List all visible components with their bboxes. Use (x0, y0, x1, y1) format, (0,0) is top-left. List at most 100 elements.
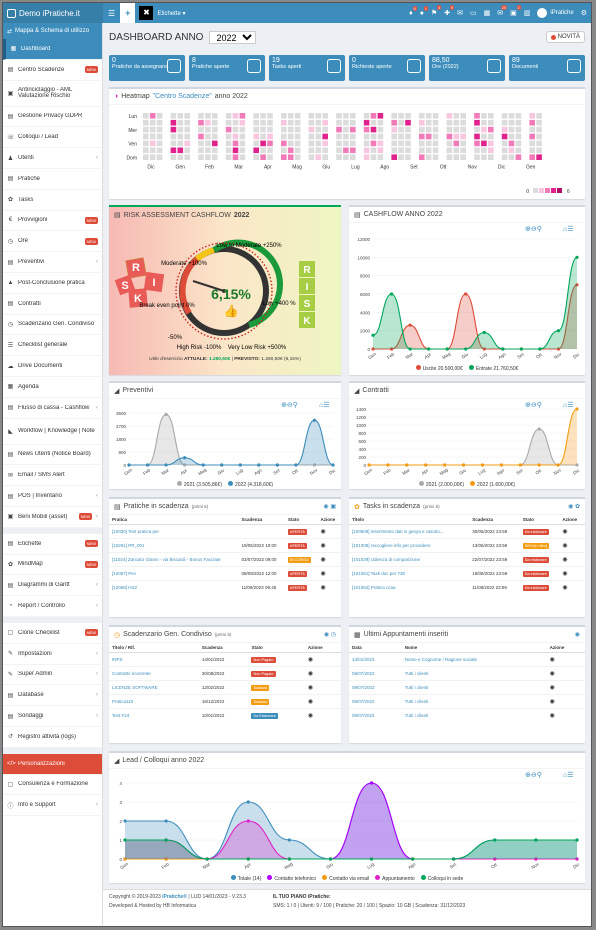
row-link[interactable]: 09/07/2022 (349, 666, 402, 681)
heatmap-cell[interactable] (294, 126, 301, 133)
heatmap-cell[interactable] (198, 119, 204, 126)
heatmap-cell[interactable] (536, 113, 542, 119)
heatmap-cell[interactable] (156, 154, 163, 160)
heatmap-cell[interactable] (432, 147, 439, 154)
sidebar-item-workflow-knowledge-note[interactable]: ◣ Workflow | Knowledge | Note (3, 419, 102, 445)
heatmap-cell[interactable] (405, 126, 411, 133)
chart-point[interactable] (445, 347, 449, 351)
heatmap-cell[interactable] (481, 113, 487, 119)
legend-item[interactable]: Appuntamento (375, 875, 415, 882)
heatmap-cell[interactable] (177, 119, 184, 126)
chart-zoom-tools-icon[interactable]: ⊕⊖⚲ (525, 401, 542, 409)
chart-point[interactable] (312, 418, 317, 422)
chart-point[interactable] (482, 347, 486, 351)
sidebar-item-consulenza-e-formazione[interactable]: ▢ Consulenza e Formazione (3, 775, 102, 796)
sidebar-item-ore[interactable]: ◷ Ore NEW (3, 231, 102, 253)
chart-point[interactable] (464, 292, 468, 296)
chart-point[interactable] (575, 857, 579, 861)
heatmap-cell[interactable] (184, 119, 190, 126)
heatmap-cell[interactable] (529, 113, 535, 119)
heatmap-cell[interactable] (419, 154, 425, 160)
heatmap-cell[interactable] (453, 119, 460, 126)
view-eye-icon[interactable]: ◉ (320, 529, 326, 535)
heatmap-cell[interactable] (432, 113, 439, 119)
chart-point[interactable] (201, 463, 205, 467)
heatmap-cell[interactable] (515, 140, 522, 147)
chart-point[interactable] (123, 838, 127, 842)
notify-icon[interactable]: ♦ 8 (409, 5, 417, 17)
view-eye-icon[interactable]: ◉ (307, 685, 314, 691)
heatmap-cell[interactable] (343, 140, 349, 147)
kpi-card-ore-2022[interactable]: 88,50 Ore (2022) (429, 55, 505, 81)
row-link[interactable]: [101061] Task doc per 730 (349, 566, 470, 581)
heatmap-cell[interactable] (253, 147, 259, 154)
heatmap-cell[interactable] (198, 154, 204, 160)
chart-icon[interactable]: ▥ (524, 9, 531, 17)
heatmap-cell[interactable] (308, 154, 315, 160)
heatmap-cell[interactable] (205, 113, 211, 119)
heatmap-cell[interactable] (488, 154, 494, 160)
heatmap-cell[interactable] (212, 113, 218, 119)
heatmap-cell[interactable] (308, 147, 315, 154)
row-link[interactable]: [101039] Udienza di comparizione (349, 552, 470, 567)
heatmap-cell[interactable] (287, 140, 294, 147)
heatmap-cell[interactable] (363, 140, 370, 147)
heatmap-cell[interactable] (149, 140, 156, 147)
heatmap-cell[interactable] (474, 133, 480, 140)
view-eye-icon[interactable]: ◉ (549, 685, 555, 691)
heatmap-cell[interactable] (232, 133, 239, 140)
chart-point[interactable] (408, 347, 412, 351)
heatmap-cell[interactable] (294, 119, 301, 126)
heatmap-cell[interactable] (143, 119, 149, 126)
view-eye-icon[interactable]: ◉ (307, 699, 314, 705)
chart-menu-icon[interactable]: ⌂☰ (319, 402, 330, 409)
chart-point[interactable] (164, 819, 168, 823)
heatmap-cell[interactable] (432, 140, 439, 147)
chart-point[interactable] (257, 463, 261, 467)
row-link[interactable]: [10030] Test pratica per (109, 524, 239, 539)
heatmap-cell[interactable] (177, 126, 184, 133)
heatmap-cell[interactable] (225, 154, 232, 160)
heatmap-cell[interactable] (177, 154, 184, 160)
heatmap-cell[interactable] (177, 113, 184, 119)
heatmap-cell[interactable] (143, 140, 149, 147)
heatmap-cell[interactable] (515, 133, 522, 140)
chart-zoom-tools-icon[interactable]: ⊕⊖⚲ (525, 225, 542, 233)
sidebar-item-colloqui-lead[interactable]: ☏ Colloqui / Lead (3, 127, 102, 149)
view-eye-icon[interactable]: ◉ (307, 657, 314, 663)
sidebar-item-email-sms-alert[interactable]: ✉ Email / SMS Alert (3, 465, 102, 487)
heatmap-cell[interactable] (212, 154, 218, 160)
heatmap-cell[interactable] (432, 126, 439, 133)
view-eye-icon[interactable]: ◉ (549, 713, 555, 719)
view-eye-icon[interactable]: ◉ (320, 557, 326, 563)
sidebar-item-beni-mobili-asset[interactable]: ▣ Beni Mobili (asset) NEW ‹ (3, 507, 102, 528)
heatmap-cell[interactable] (294, 140, 301, 147)
heatmap-cell[interactable] (170, 126, 177, 133)
heatmap-cell[interactable] (336, 147, 342, 154)
heatmap-cell[interactable] (446, 154, 453, 160)
heatmap-cell[interactable] (198, 140, 204, 147)
chart-point[interactable] (386, 463, 390, 467)
heatmap-cell[interactable] (488, 113, 494, 119)
heatmap-cell[interactable] (177, 133, 184, 140)
row-link[interactable]: [12068] HS2 (109, 580, 239, 594)
heatmap-cell[interactable] (350, 147, 356, 154)
heatmap-cell[interactable] (446, 113, 453, 119)
heatmap-cell[interactable] (363, 147, 370, 154)
chart-point[interactable] (164, 857, 168, 861)
heatmap-cell[interactable] (370, 154, 377, 160)
heatmap-cell[interactable] (453, 140, 460, 147)
heatmap-cell[interactable] (529, 133, 535, 140)
row-link[interactable]: [101008] raccogliere info per procedere (349, 538, 470, 553)
heatmap-cell[interactable] (322, 154, 328, 160)
row-link[interactable]: 13/01/2023 (349, 652, 402, 667)
heatmap-cell[interactable] (419, 113, 425, 119)
heatmap-cell[interactable] (267, 147, 273, 154)
heatmap-cell[interactable] (481, 133, 487, 140)
heatmap-cell[interactable] (184, 113, 190, 119)
heatmap-cell[interactable] (336, 126, 342, 133)
heatmap-cell[interactable] (184, 133, 190, 140)
heatmap-cell[interactable] (460, 126, 466, 133)
heatmap-cell[interactable] (198, 126, 204, 133)
heatmap-cell[interactable] (529, 119, 535, 126)
